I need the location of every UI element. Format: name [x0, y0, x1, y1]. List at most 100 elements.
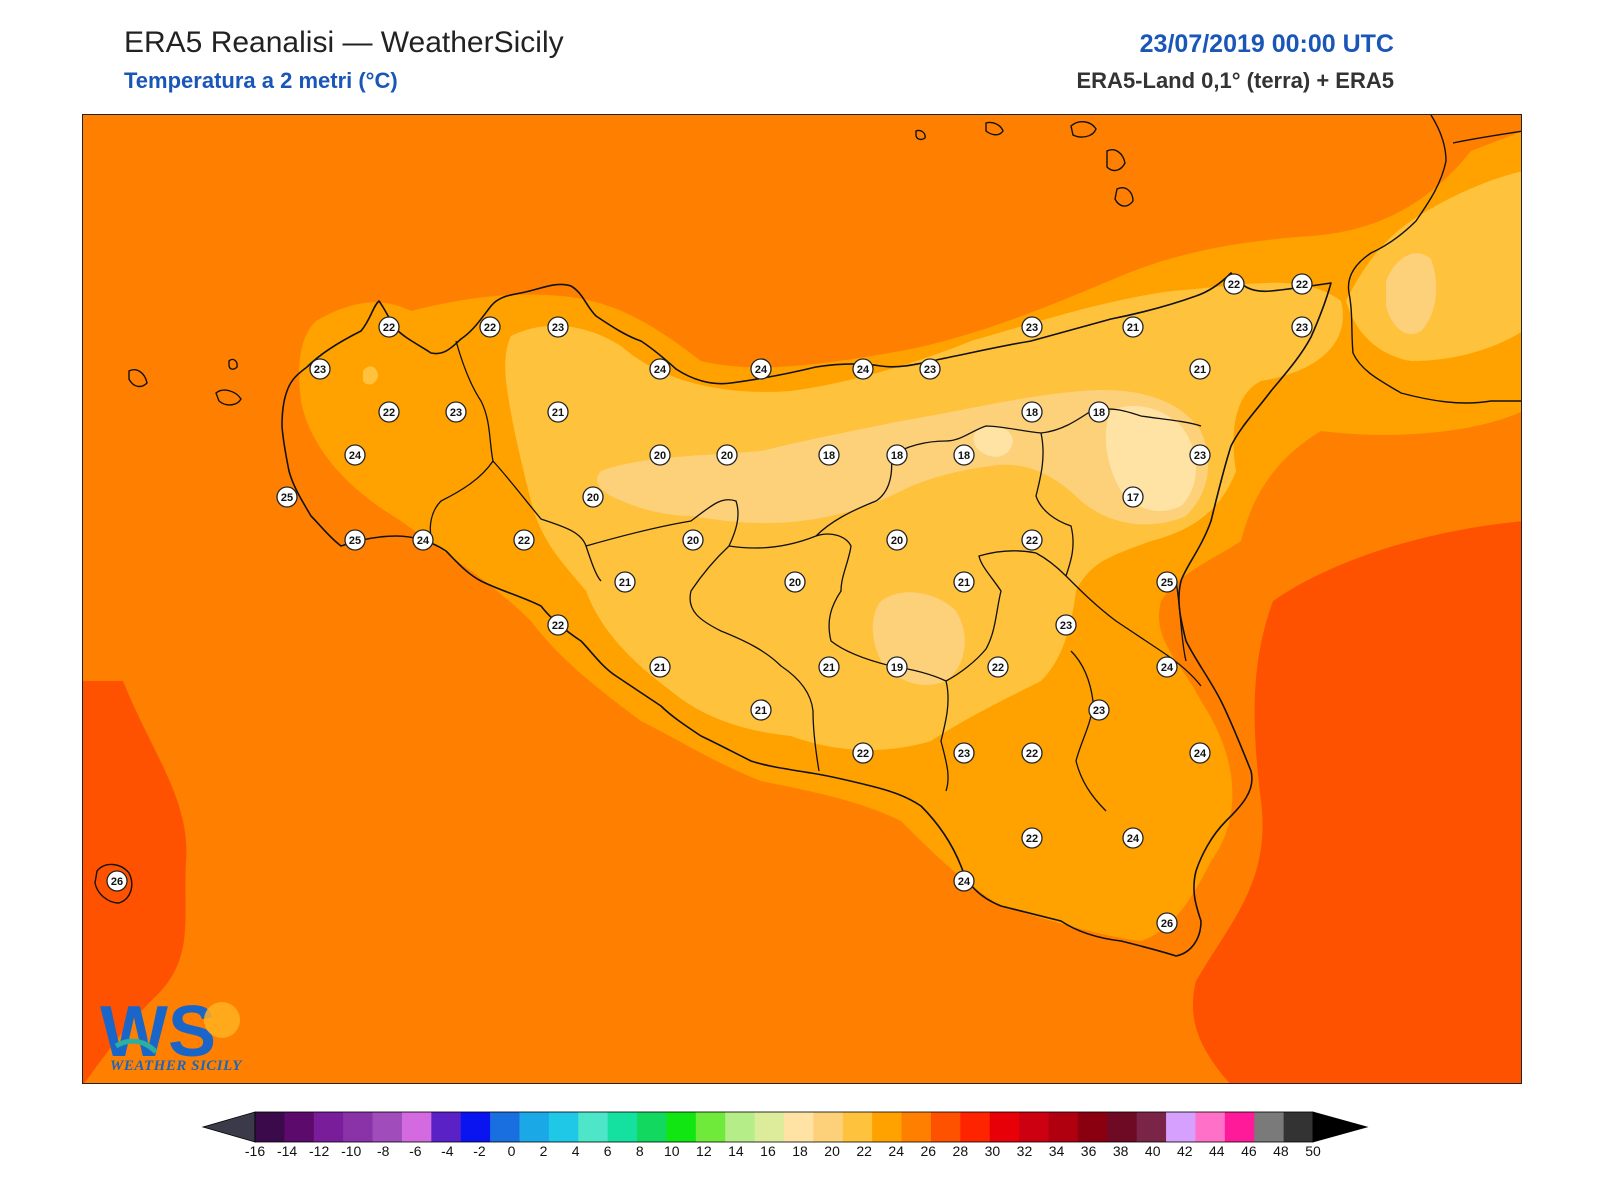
station-circle — [1122, 316, 1144, 338]
station-marker[interactable]: 22 — [1223, 273, 1245, 295]
station-circle — [716, 444, 738, 466]
station-marker[interactable]: 23 — [547, 316, 569, 338]
station-marker[interactable]: 19 — [886, 656, 908, 678]
station-marker[interactable]: 18 — [818, 444, 840, 466]
station-marker[interactable]: 18 — [1088, 401, 1110, 423]
station-marker[interactable]: 21 — [547, 401, 569, 423]
station-value: 22 — [1026, 748, 1038, 760]
colorbar-tick-label: 34 — [1049, 1143, 1065, 1159]
station-value: 20 — [789, 577, 801, 589]
colorbar-swatch — [1077, 1112, 1108, 1142]
station-circle — [1088, 401, 1110, 423]
station-marker[interactable]: 23 — [919, 358, 941, 380]
station-marker[interactable]: 20 — [649, 444, 671, 466]
station-marker[interactable]: 22 — [1021, 827, 1043, 849]
province-borders — [429, 340, 1202, 812]
station-marker[interactable]: 23 — [1291, 316, 1313, 338]
colorbar-swatch — [1107, 1112, 1138, 1142]
colorbar-tick-label: 50 — [1305, 1143, 1321, 1159]
colorbar-tick-label: 32 — [1017, 1143, 1033, 1159]
station-marker[interactable]: 21 — [818, 656, 840, 678]
station-marker[interactable]: 24 — [750, 358, 772, 380]
colorbar-swatch — [872, 1112, 903, 1142]
station-marker[interactable]: 22 — [378, 316, 400, 338]
station-marker[interactable]: 22 — [1021, 742, 1043, 764]
station-marker[interactable]: 26 — [1156, 912, 1178, 934]
station-marker[interactable]: 22 — [852, 742, 874, 764]
station-marker[interactable]: 22 — [547, 614, 569, 636]
egadi-islands — [128, 358, 242, 406]
station-marker[interactable]: 25 — [1156, 571, 1178, 593]
station-marker[interactable]: 24 — [852, 358, 874, 380]
station-value: 20 — [687, 535, 699, 547]
station-marker[interactable]: 24 — [344, 444, 366, 466]
station-marker[interactable]: 21 — [953, 571, 975, 593]
station-value: 25 — [1161, 577, 1173, 589]
station-marker[interactable]: 23 — [1088, 699, 1110, 721]
station-marker[interactable]: 22 — [479, 316, 501, 338]
station-marker[interactable]: 24 — [1189, 742, 1211, 764]
station-marker[interactable]: 24 — [412, 529, 434, 551]
station-marker[interactable]: 21 — [1189, 358, 1211, 380]
colorbar-swatch — [548, 1112, 579, 1142]
station-marker[interactable]: 18 — [953, 444, 975, 466]
warm-sea-west — [83, 681, 187, 1083]
station-marker[interactable]: 24 — [649, 358, 671, 380]
station-value: 24 — [1127, 833, 1140, 845]
station-marker[interactable]: 24 — [1122, 827, 1144, 849]
station-circle — [649, 444, 671, 466]
colorbar-tick-label: 6 — [604, 1143, 612, 1159]
station-marker[interactable]: 25 — [276, 486, 298, 508]
station-value: 20 — [721, 450, 733, 462]
station-value: 22 — [484, 322, 496, 334]
colorbar-tick-label: 0 — [508, 1143, 516, 1159]
station-marker[interactable]: 23 — [1189, 444, 1211, 466]
colorbar-tick-label: -6 — [409, 1143, 422, 1159]
station-circle — [818, 444, 840, 466]
station-marker[interactable]: 23 — [953, 742, 975, 764]
station-marker[interactable]: 23 — [1021, 316, 1043, 338]
station-marker[interactable]: 20 — [582, 486, 604, 508]
station-marker[interactable]: 23 — [309, 358, 331, 380]
station-marker[interactable]: 22 — [513, 529, 535, 551]
map-panel[interactable]: 22 23 22 23 22 23 21 24 25 25 24 22 20 20 20 18 18 18 18 18… — [82, 114, 1522, 1084]
temperature-map[interactable]: 22 23 22 23 22 23 21 24 25 25 24 22 20 20 20 18 18 18 18 18… — [83, 115, 1522, 1084]
station-marker[interactable]: 23 — [445, 401, 467, 423]
station-marker[interactable]: 26 — [106, 870, 128, 892]
map-subtitle: Temperatura a 2 metri (°C) — [124, 68, 398, 93]
station-circle — [953, 571, 975, 593]
station-value: 26 — [1161, 918, 1173, 930]
station-marker[interactable]: 22 — [378, 401, 400, 423]
colorbar-tick-label: -10 — [341, 1143, 361, 1159]
logo-sun-icon — [204, 1002, 240, 1038]
station-value: 22 — [383, 407, 395, 419]
station-circle — [1156, 571, 1178, 593]
station-marker[interactable]: 20 — [716, 444, 738, 466]
station-marker[interactable]: 20 — [886, 529, 908, 551]
station-marker[interactable]: 18 — [1021, 401, 1043, 423]
station-marker[interactable]: 21 — [750, 699, 772, 721]
station-circle — [547, 614, 569, 636]
station-marker[interactable]: 17 — [1122, 486, 1144, 508]
station-marker[interactable]: 22 — [1021, 529, 1043, 551]
station-marker[interactable]: 20 — [682, 529, 704, 551]
station-circle — [547, 316, 569, 338]
station-marker[interactable]: 23 — [1055, 614, 1077, 636]
colorbar-tick-label: 16 — [760, 1143, 776, 1159]
data-source: ERA5-Land 0,1° (terra) + ERA5 — [1076, 68, 1395, 93]
station-marker[interactable]: 20 — [784, 571, 806, 593]
station-marker[interactable]: 21 — [1122, 316, 1144, 338]
station-marker[interactable]: 21 — [649, 656, 671, 678]
station-marker[interactable]: 25 — [344, 529, 366, 551]
station-marker[interactable]: 24 — [953, 870, 975, 892]
station-circle — [582, 486, 604, 508]
station-marker[interactable]: 18 — [886, 444, 908, 466]
station-marker[interactable]: 22 — [1291, 273, 1313, 295]
station-marker[interactable]: 22 — [987, 656, 1009, 678]
station-circle — [614, 571, 636, 593]
station-circle — [750, 358, 772, 380]
station-value: 22 — [383, 322, 395, 334]
station-marker[interactable]: 24 — [1156, 656, 1178, 678]
station-marker[interactable]: 21 — [614, 571, 636, 593]
station-value: 24 — [755, 364, 768, 376]
